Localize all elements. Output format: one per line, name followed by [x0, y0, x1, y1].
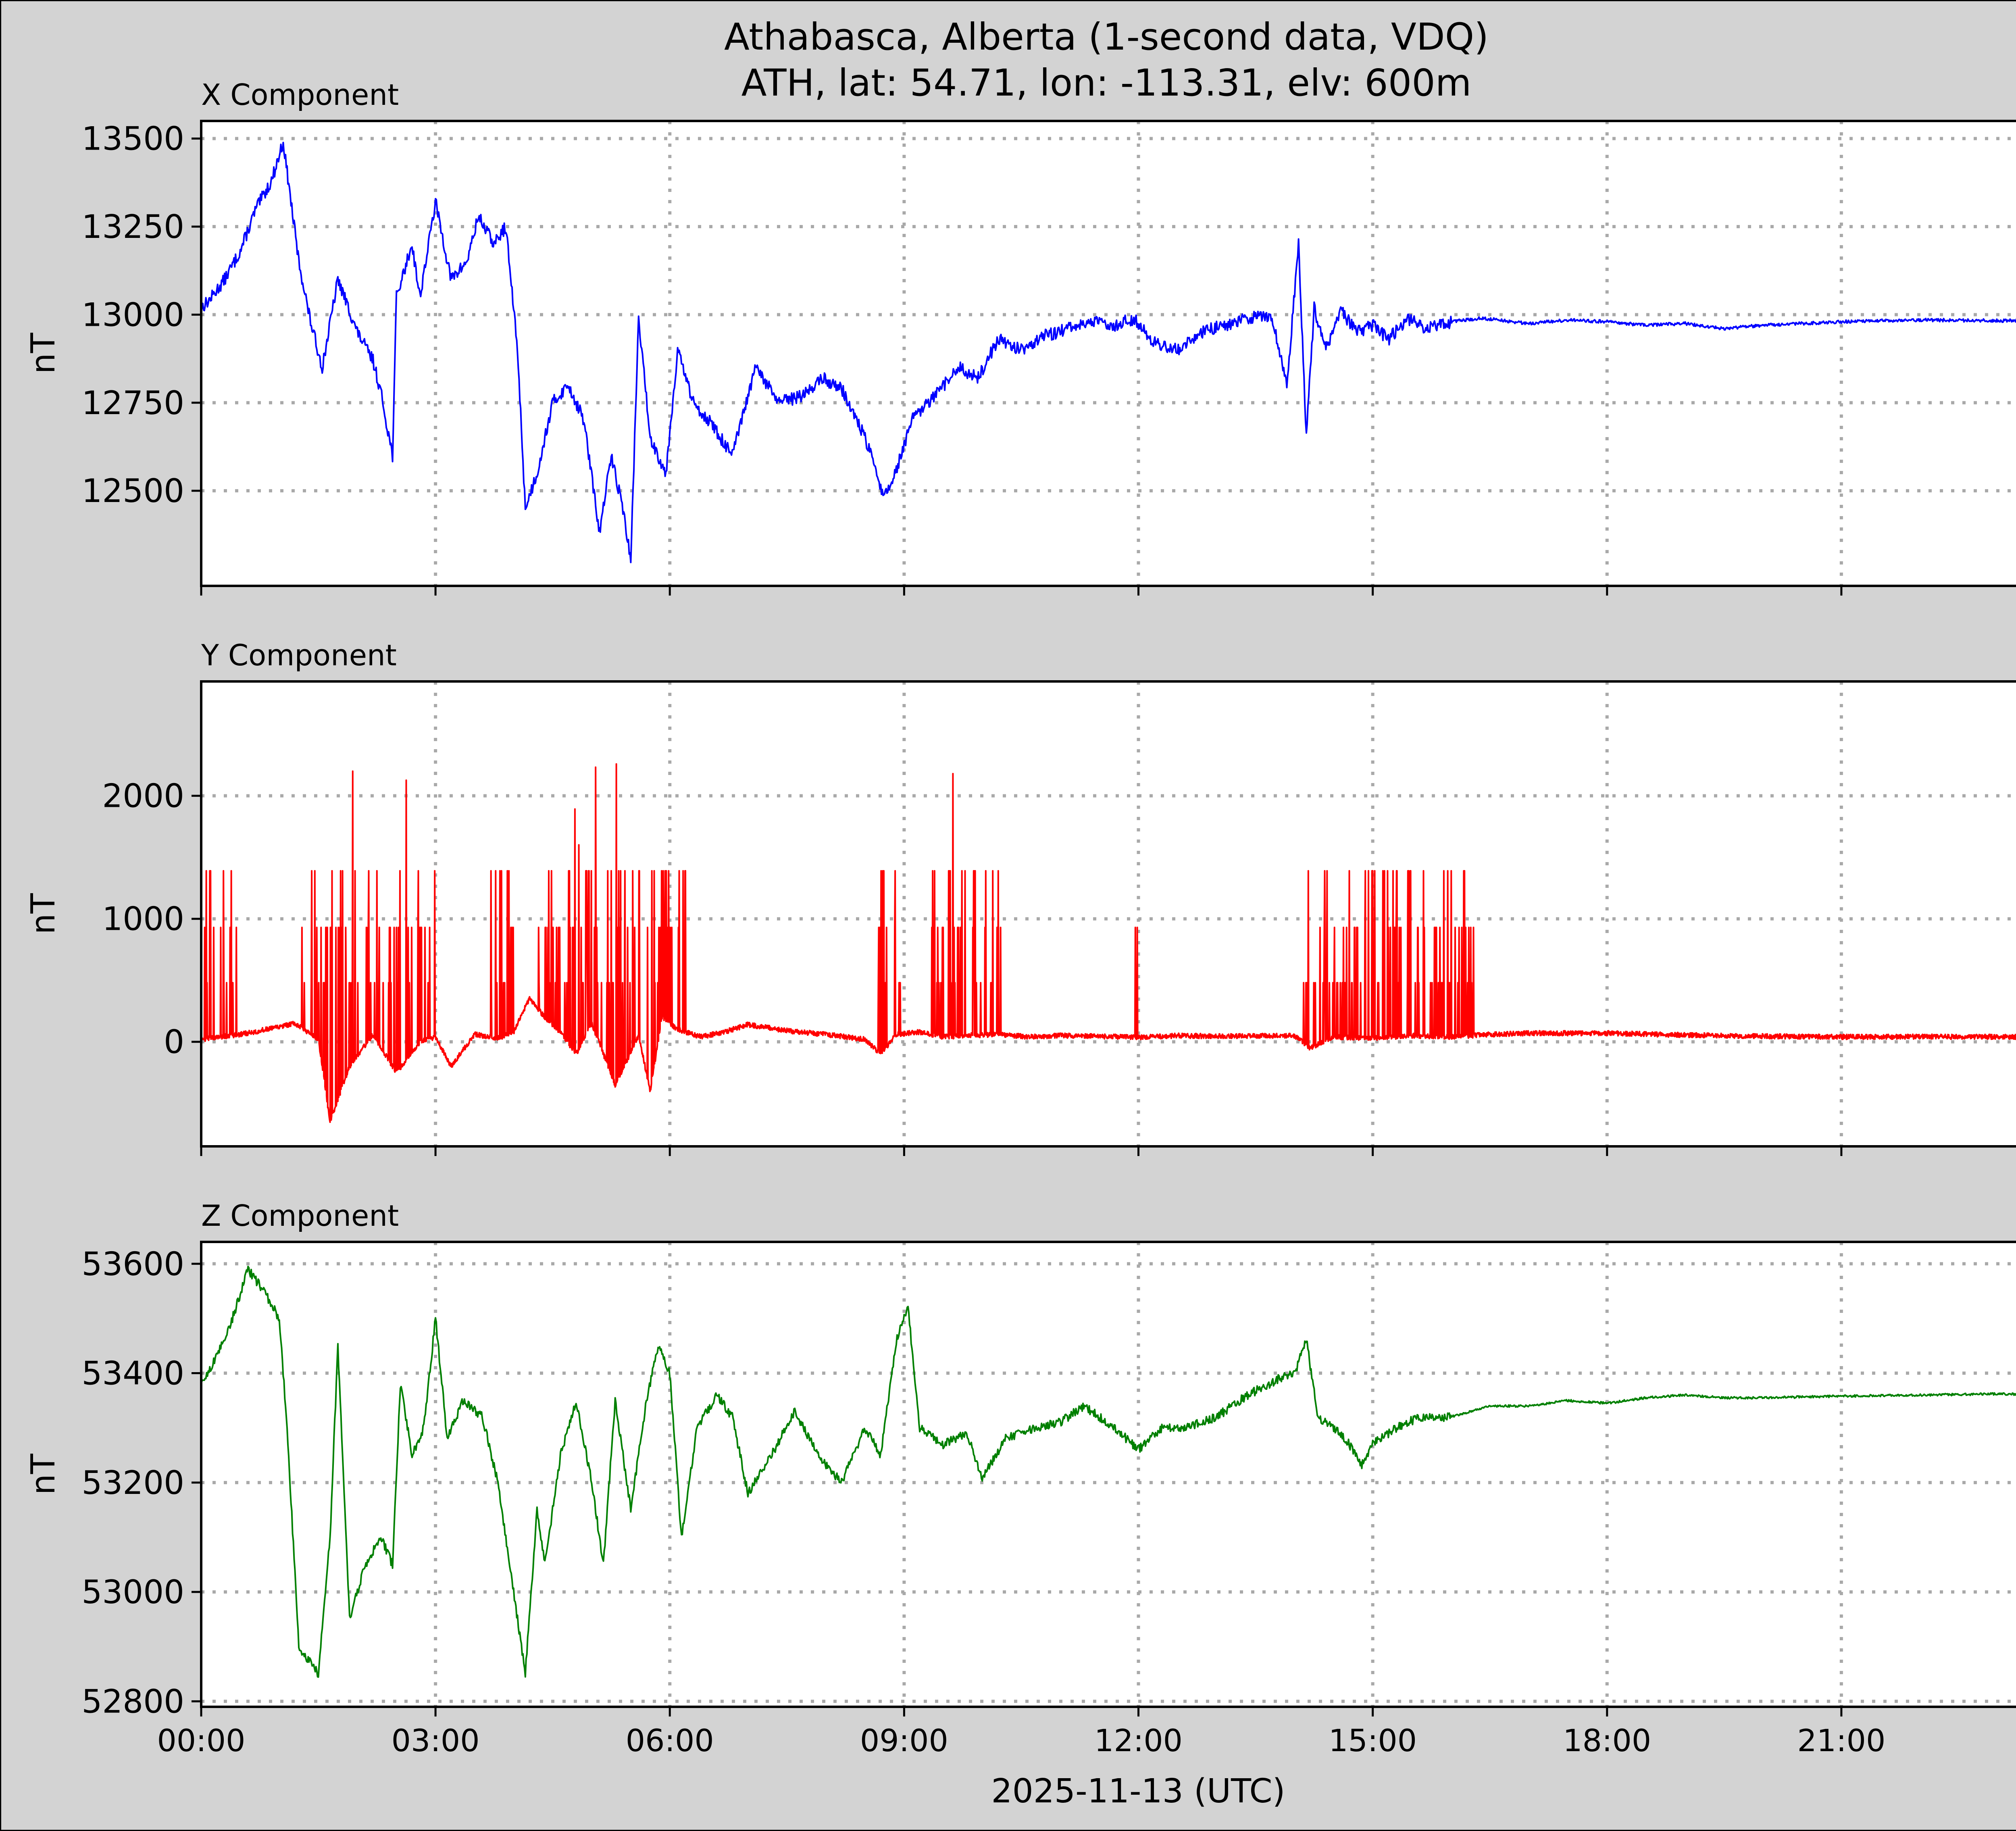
y-tick-label: 53400 — [82, 1355, 185, 1392]
data-line-z-component — [200, 1266, 2016, 1678]
plot-area — [201, 1242, 2016, 1707]
x-tick-label: 21:00 — [1797, 1723, 1885, 1758]
grid — [201, 681, 2016, 1146]
y-tick-label: 53000 — [82, 1573, 185, 1611]
x-tick-label: 00:00 — [157, 1723, 245, 1758]
y-axis-label: nT — [24, 1454, 62, 1495]
grid — [201, 1242, 2016, 1707]
panel-title: Z Component — [201, 1199, 399, 1233]
y-tick-label: 13500 — [82, 120, 185, 158]
y-tick-label: 13250 — [82, 208, 185, 246]
panel-0: 12500 12750 13000 13250 13500 X Component nT — [24, 78, 2016, 596]
figure-title-line2: ATH, lat: 54.71, lon: -113.31, elv: 600m — [741, 61, 1472, 104]
panel-1: 0 1000 2000 Y Component nT — [24, 638, 2016, 1156]
panel-title: Y Component — [201, 638, 397, 672]
x-tick-label: 09:00 — [860, 1723, 948, 1758]
y-tick-label: 53200 — [82, 1464, 185, 1502]
x-tick-label: 12:00 — [1094, 1723, 1183, 1758]
y-axis-label: nT — [24, 333, 62, 374]
y-tick-label: 53600 — [82, 1245, 185, 1283]
x-axis-label: 2025-11-13 (UTC) — [991, 1772, 1285, 1810]
x-tick-label: 06:00 — [626, 1723, 714, 1758]
panel-2: 52800 53000 53200 53400 53600 00:00 03:00 06:00… — [24, 1199, 2016, 1758]
x-tick-label: 15:00 — [1329, 1723, 1417, 1758]
x-tick-label: 03:00 — [392, 1723, 480, 1758]
y-tick-label: 52800 — [82, 1683, 185, 1720]
plot-area — [201, 121, 2016, 586]
y-tick-label: 12500 — [82, 472, 185, 510]
y-tick-label: 2000 — [102, 777, 184, 815]
panel-title: X Component — [201, 78, 399, 112]
y-tick-label: 13000 — [82, 296, 185, 333]
plot-area — [201, 681, 2016, 1146]
data-line-y-component — [200, 763, 2016, 1123]
panels: 12500 12750 13000 13250 13500 X Component nT 0 1… — [24, 78, 2016, 1758]
y-tick-label: 1000 — [102, 900, 184, 938]
grid — [201, 121, 2016, 586]
y-axis-label: nT — [24, 893, 62, 935]
figure-title-line1: Athabasca, Alberta (1-second data, VDQ) — [724, 15, 1489, 58]
data-line-x-component — [200, 142, 2016, 563]
y-tick-label: 12750 — [82, 384, 185, 422]
x-tick-label: 18:00 — [1563, 1723, 1651, 1758]
y-tick-label: 0 — [164, 1023, 184, 1061]
